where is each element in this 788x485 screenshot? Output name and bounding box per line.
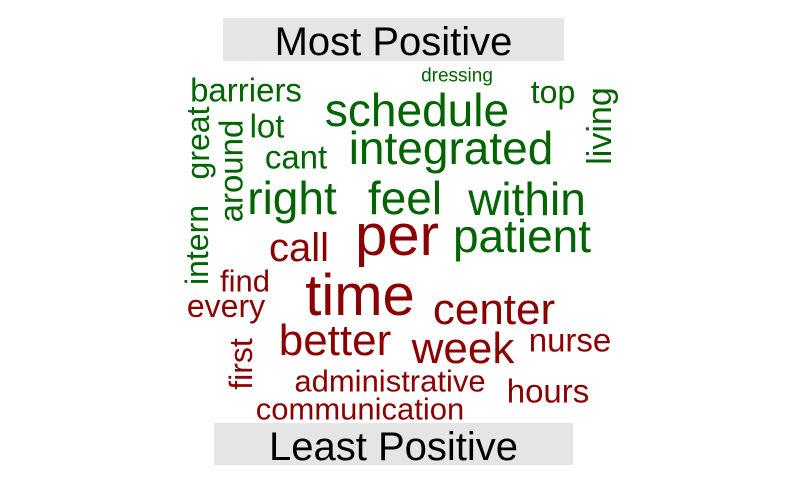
word-barriers: barriers bbox=[190, 71, 302, 109]
word-integrated: integrated bbox=[348, 122, 554, 174]
word-dressing: dressing bbox=[421, 65, 493, 87]
word-hours: hours bbox=[506, 372, 590, 410]
word-cant: cant bbox=[264, 138, 328, 176]
word-within: within bbox=[468, 173, 586, 225]
word-living: living bbox=[581, 87, 619, 165]
word-patient: patient bbox=[452, 210, 592, 262]
word-schedule: schedule bbox=[324, 84, 510, 136]
word-lot: lot bbox=[249, 107, 285, 145]
word-every: every bbox=[186, 288, 266, 324]
least-positive-banner: Least Positive bbox=[214, 423, 573, 469]
word-great: great bbox=[180, 106, 216, 180]
word-first: first bbox=[223, 338, 259, 390]
word-communication: communication bbox=[255, 391, 465, 427]
word-per: per bbox=[355, 203, 439, 268]
word-intern: intern bbox=[179, 204, 215, 286]
word-call: call bbox=[268, 226, 330, 270]
word-time: time bbox=[305, 263, 415, 328]
word-top: top bbox=[530, 74, 576, 110]
word-feel: feel bbox=[367, 172, 443, 224]
most-positive-banner: Most Positive bbox=[223, 18, 564, 64]
word-center: center bbox=[432, 285, 556, 334]
word-find: find bbox=[220, 263, 270, 299]
word-better: better bbox=[278, 316, 392, 365]
word-administrative: administrative bbox=[294, 363, 486, 399]
word-week: week bbox=[411, 324, 515, 373]
word-nurse: nurse bbox=[528, 321, 612, 359]
word-around: around bbox=[212, 119, 250, 223]
word-right: right bbox=[247, 172, 337, 224]
